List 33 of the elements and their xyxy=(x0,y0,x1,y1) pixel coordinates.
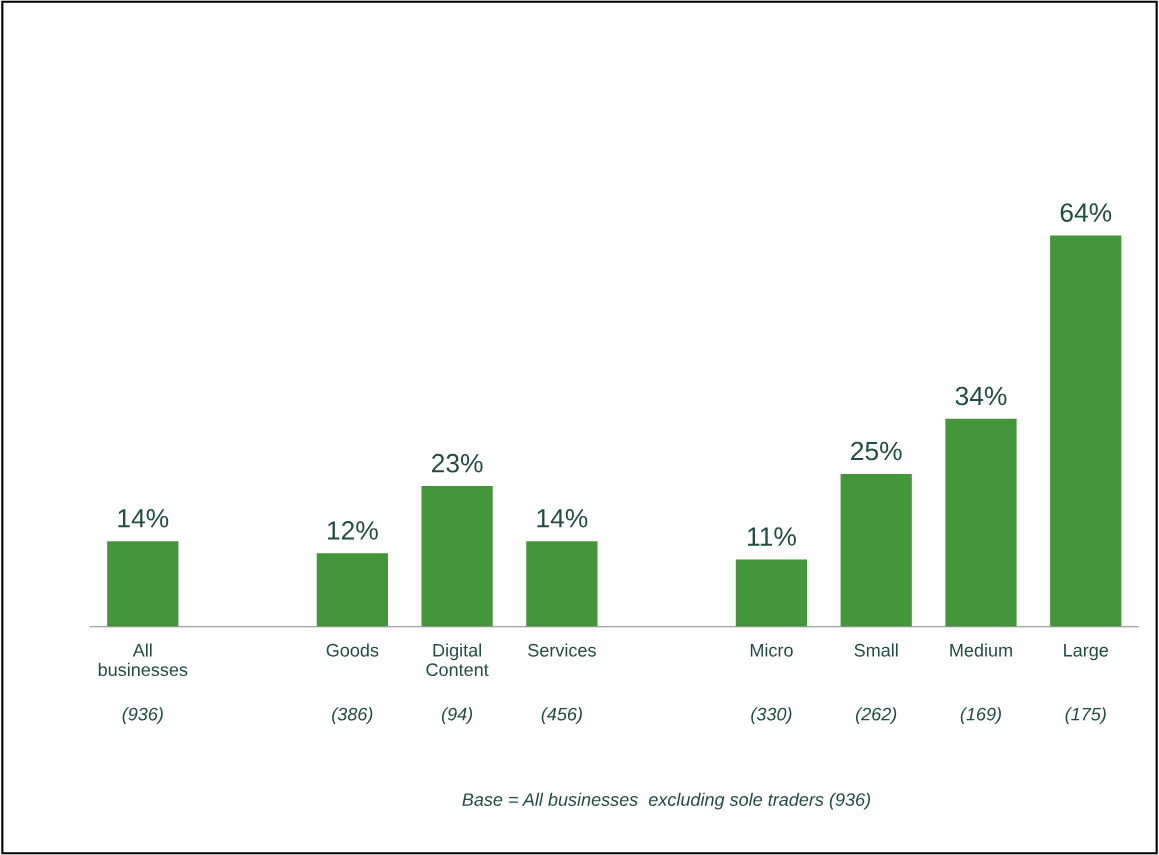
x-tick-label: Goods xyxy=(326,643,379,657)
x-tick-label: Small xyxy=(854,643,898,657)
bar xyxy=(107,541,179,627)
bar xyxy=(421,486,493,627)
bar xyxy=(735,559,808,627)
text: (94) xyxy=(441,707,473,725)
x-tick-label: Large xyxy=(1064,644,1109,661)
data-label: 23% xyxy=(432,453,483,473)
bar xyxy=(316,553,388,627)
text: Base = All businesses excluding sole traders (936) xyxy=(462,792,871,810)
text: (262) xyxy=(855,707,897,725)
text: (456) xyxy=(541,707,582,725)
x-tick-label: Medium xyxy=(950,643,1012,657)
data-label: 12% xyxy=(327,521,378,540)
data-label: 14% xyxy=(118,509,169,528)
data-label: 14% xyxy=(537,509,588,528)
x-tick-label: All businesses xyxy=(98,643,188,677)
data-label: 25% xyxy=(851,441,902,461)
text: (330) xyxy=(751,707,792,725)
bar xyxy=(526,541,598,627)
data-label: 64% xyxy=(1060,203,1112,222)
x-tick-label: Micro xyxy=(750,643,793,657)
text: (386) xyxy=(332,707,373,725)
bar xyxy=(1050,235,1122,627)
x-tick-label: Digital Content xyxy=(426,643,489,677)
text: (169) xyxy=(960,707,1001,725)
bar xyxy=(945,418,1017,627)
data-label: 11% xyxy=(748,527,796,546)
data-label: 34% xyxy=(955,386,1007,406)
text: (936) xyxy=(122,707,163,725)
x-tick-label: Services xyxy=(528,643,596,657)
text: (175) xyxy=(1065,707,1106,725)
bar xyxy=(840,473,912,627)
